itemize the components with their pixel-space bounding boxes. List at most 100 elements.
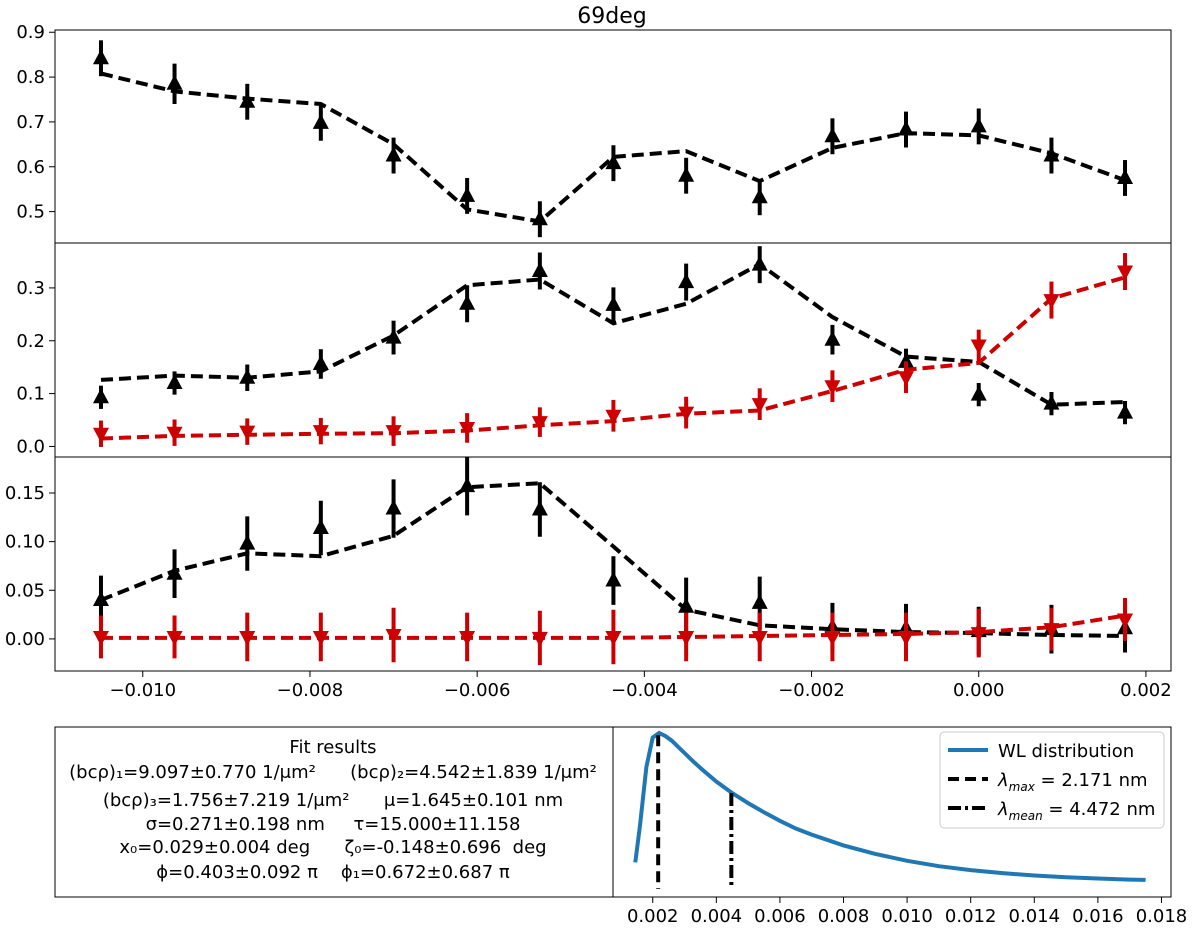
data-point bbox=[239, 534, 256, 550]
data-point bbox=[239, 92, 256, 108]
data-point bbox=[1043, 623, 1060, 639]
wl-distribution-plot: 0.002 0.004 0.006 0.008 0.010 0.012 0.014 0.016… bbox=[612, 726, 1188, 927]
wl-x-tick-label: 0.008 bbox=[818, 906, 870, 927]
data-point bbox=[531, 262, 548, 278]
legend-mean-subscript: mean bbox=[1009, 809, 1043, 823]
y-tick-label: 0.9 bbox=[16, 22, 45, 43]
data-point bbox=[239, 368, 256, 384]
y-tick-label: 0.00 bbox=[5, 629, 45, 650]
fit-results-frame bbox=[54, 726, 614, 898]
data-point bbox=[751, 398, 768, 414]
data-point bbox=[678, 630, 695, 646]
data-point bbox=[605, 154, 622, 170]
wl-x-tick-label: 0.014 bbox=[1009, 906, 1061, 927]
fit-results-panel: Fit results (bᴄρ)₁=9.097±0.770 1/μm² (bᴄ… bbox=[54, 726, 614, 898]
data-point bbox=[678, 597, 695, 613]
y-tick-label: 0.1 bbox=[16, 384, 45, 405]
data-point bbox=[385, 499, 402, 515]
y-tick-label: 0.5 bbox=[16, 202, 45, 223]
data-point bbox=[385, 146, 402, 162]
data-point bbox=[531, 500, 548, 516]
fit-results-line-3: σ=0.271±0.198 nm τ=15.000±11.158 bbox=[146, 814, 521, 835]
data-point bbox=[312, 519, 329, 535]
data-point bbox=[1117, 403, 1134, 419]
y-tick-label: 0.15 bbox=[5, 483, 45, 504]
y-tick-label: 0.6 bbox=[16, 157, 45, 178]
data-point bbox=[605, 295, 622, 311]
data-point bbox=[824, 330, 841, 346]
panel-3: 0.00 0.05 0.10 0.15 bbox=[5, 456, 1172, 672]
series-1 bbox=[92, 40, 1134, 238]
legend-max-subscript: max bbox=[1009, 780, 1036, 794]
y-tick-label: 0.2 bbox=[16, 331, 45, 352]
data-point bbox=[824, 380, 841, 396]
data-point bbox=[751, 630, 768, 646]
y-tick-label: 0.10 bbox=[5, 532, 45, 553]
legend-curve-label: WL distribution bbox=[998, 741, 1134, 762]
data-point bbox=[385, 629, 402, 645]
chart-title: 69deg bbox=[577, 4, 646, 29]
data-point bbox=[970, 339, 987, 355]
data-point bbox=[970, 627, 987, 643]
data-point bbox=[166, 74, 183, 90]
legend-mean-value: = 4.472 nm bbox=[1043, 799, 1156, 820]
data-point bbox=[92, 388, 109, 404]
fit-line bbox=[100, 71, 1126, 224]
x-tick-label: −0.006 bbox=[444, 680, 511, 701]
data-point bbox=[312, 425, 329, 441]
data-point bbox=[166, 374, 183, 390]
panel-frame bbox=[54, 456, 1172, 672]
data-point bbox=[531, 210, 548, 226]
fit-results-line-2: (bᴄρ)₃=1.756±7.219 1/μm² μ=1.645±0.101 n… bbox=[103, 790, 563, 811]
wl-x-tick-label: 0.002 bbox=[627, 906, 679, 927]
data-point bbox=[1043, 294, 1060, 310]
data-point bbox=[751, 188, 768, 204]
data-point bbox=[605, 571, 622, 587]
data-point bbox=[1117, 265, 1134, 281]
x-tick-label: −0.002 bbox=[778, 680, 845, 701]
data-point bbox=[751, 255, 768, 271]
data-point bbox=[459, 294, 476, 310]
data-point bbox=[751, 593, 768, 609]
data-point bbox=[1117, 168, 1134, 184]
data-point bbox=[459, 186, 476, 202]
data-point bbox=[678, 406, 695, 422]
fit-results-line-1: (bᴄρ)₁=9.097±0.770 1/μm² (bᴄρ)₂=4.542±1.… bbox=[69, 762, 597, 783]
data-point bbox=[385, 425, 402, 441]
wl-x-tick-label: 0.012 bbox=[945, 906, 997, 927]
data-point bbox=[239, 425, 256, 441]
x-tick-label: −0.004 bbox=[611, 680, 678, 701]
data-point bbox=[92, 630, 109, 646]
series-2 bbox=[92, 598, 1134, 666]
data-point bbox=[898, 120, 915, 136]
data-point bbox=[824, 127, 841, 143]
data-point bbox=[824, 630, 841, 646]
wl-x-tick-label: 0.018 bbox=[1136, 906, 1188, 927]
data-point bbox=[166, 564, 183, 580]
main-plot: 0.50.60.70.80.90.00.10.20.30.000.050.100… bbox=[5, 22, 1172, 701]
legend-max-value: = 2.171 nm bbox=[1035, 770, 1148, 791]
data-point bbox=[312, 113, 329, 129]
data-point bbox=[605, 630, 622, 646]
x-tick-label: 0.000 bbox=[953, 680, 1005, 701]
data-point bbox=[1043, 394, 1060, 410]
legend-mean-label: λmean = 4.472 nm bbox=[997, 799, 1155, 823]
y-tick-label: 0.0 bbox=[16, 436, 45, 457]
legend-frame bbox=[939, 731, 1165, 829]
x-tick-label: −0.010 bbox=[109, 680, 176, 701]
data-point bbox=[459, 630, 476, 646]
data-point bbox=[166, 426, 183, 442]
x-tick-label: −0.008 bbox=[277, 680, 344, 701]
data-point bbox=[970, 117, 987, 133]
y-tick-label: 0.8 bbox=[16, 67, 45, 88]
series-2 bbox=[92, 253, 1134, 447]
data-point bbox=[531, 631, 548, 647]
data-point bbox=[678, 166, 695, 182]
fit-results-line-5: ϕ=0.403±0.092 π ϕ₁=0.672±0.687 π bbox=[156, 862, 510, 883]
y-tick-label: 0.7 bbox=[16, 112, 45, 133]
y-tick-label: 0.05 bbox=[5, 580, 45, 601]
wl-x-tick-label: 0.010 bbox=[881, 906, 933, 927]
data-point bbox=[898, 371, 915, 387]
wl-frame bbox=[612, 726, 1172, 898]
